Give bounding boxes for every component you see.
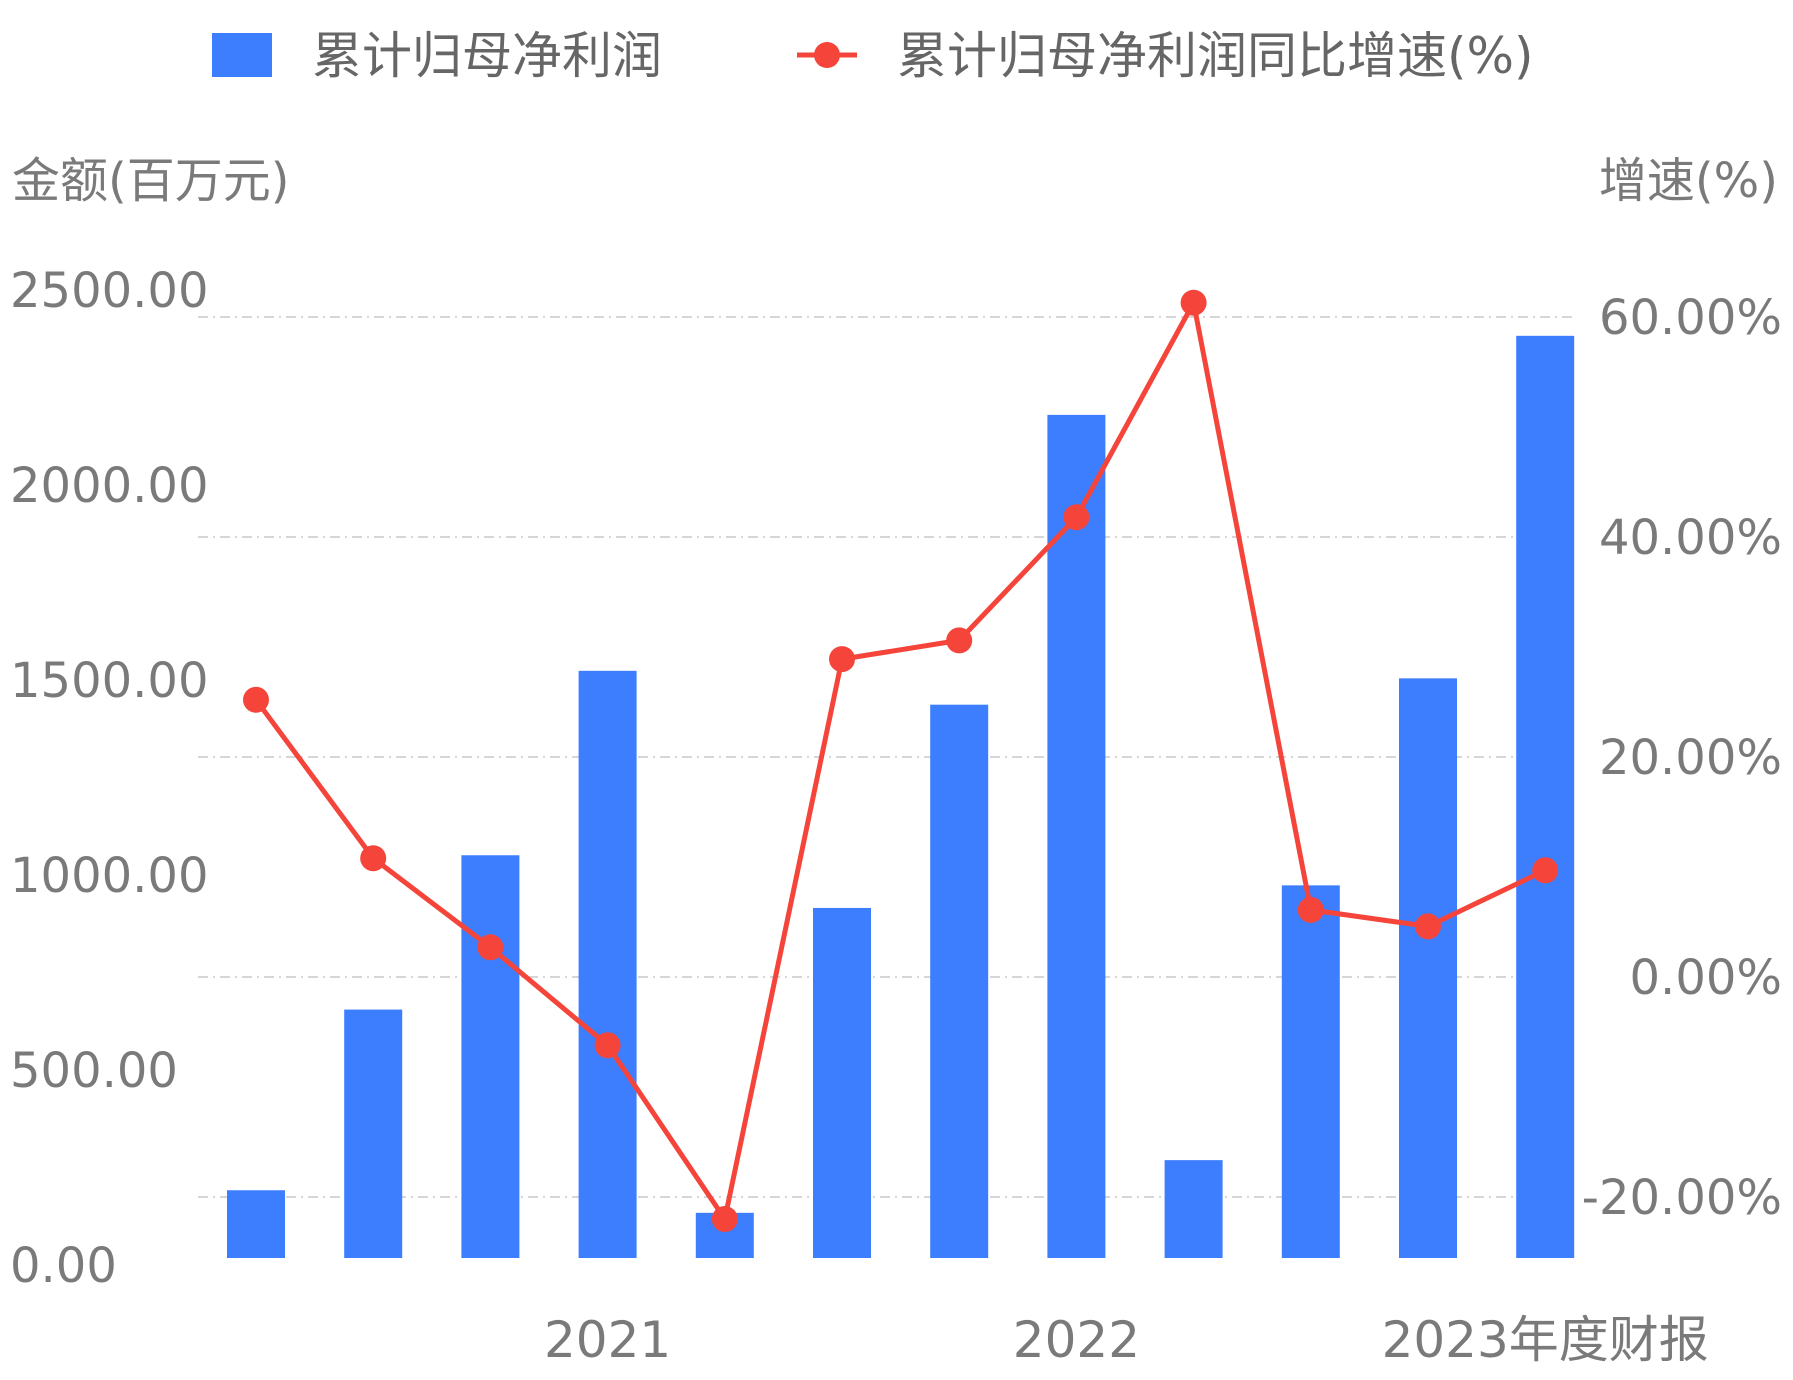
growth-point[interactable] (360, 845, 387, 872)
growth-point[interactable] (946, 627, 973, 654)
growth-point[interactable] (477, 934, 504, 961)
bar[interactable] (578, 670, 637, 1258)
legend-entry-line[interactable]: 累计归母净利润同比增速(%) (797, 27, 1534, 85)
left-tick-label: 500.00 (10, 1043, 178, 1099)
left-axis-ticks: 0.00 500.00 1000.00 1500.00 2000.00 2500.00 (10, 263, 209, 1294)
growth-point[interactable] (1415, 913, 1441, 940)
bar[interactable] (1399, 678, 1457, 1258)
bar[interactable] (1516, 335, 1575, 1258)
grid-layer (198, 316, 1573, 1198)
x-tick-label: 2022 (1013, 1311, 1140, 1369)
growth-point[interactable] (594, 1032, 621, 1059)
growth-point[interactable] (1532, 857, 1559, 884)
x-axis-ticks: 2021 2022 2023年度财报 (544, 1311, 1709, 1369)
left-tick-label: 0.00 (10, 1238, 117, 1294)
left-tick-label: 2500.00 (10, 263, 209, 319)
left-tick-label: 1500.00 (10, 653, 209, 709)
x-tick-label: 2021 (544, 1311, 671, 1369)
right-tick-label: 0.00% (1630, 950, 1782, 1006)
left-axis-title: 金额(百万元) (12, 153, 289, 209)
legend-swatch-bar (212, 33, 272, 77)
bar[interactable] (227, 1190, 285, 1258)
line-series (243, 289, 1559, 1232)
left-tick-label: 1000.00 (10, 848, 209, 904)
legend-label-line: 累计归母净利润同比增速(%) (897, 27, 1534, 85)
growth-point[interactable] (243, 686, 269, 713)
right-tick-label: -20.00% (1582, 1170, 1782, 1226)
bar[interactable] (813, 907, 871, 1258)
growth-line (253, 300, 1547, 1222)
bar[interactable] (1164, 1160, 1223, 1258)
right-tick-label: 40.00% (1599, 510, 1782, 566)
growth-point[interactable] (1063, 504, 1090, 531)
bar[interactable] (1047, 414, 1106, 1258)
right-tick-label: 20.00% (1599, 730, 1782, 786)
bar[interactable] (344, 1009, 403, 1258)
bar[interactable] (461, 855, 520, 1258)
bar[interactable] (1281, 885, 1340, 1258)
right-axis-ticks: -20.00% 0.00% 20.00% 40.00% 60.00% (1582, 290, 1782, 1226)
right-tick-label: 60.00% (1599, 290, 1782, 346)
growth-point[interactable] (829, 646, 855, 673)
growth-point[interactable] (711, 1206, 738, 1232)
bar-series (227, 335, 1575, 1258)
growth-point[interactable] (1180, 289, 1207, 316)
legend-entry-bar[interactable]: 累计归母净利润 (212, 27, 662, 85)
left-tick-label: 2000.00 (10, 458, 209, 514)
legend-label-bar: 累计归母净利润 (312, 27, 662, 85)
x-tick-label: 2023年度财报 (1382, 1311, 1709, 1369)
right-axis-title: 增速(%) (1599, 153, 1778, 209)
legend-swatch-marker (814, 42, 840, 68)
bar[interactable] (930, 704, 989, 1258)
legend: 累计归母净利润 累计归母净利润同比增速(%) (212, 27, 1534, 85)
growth-point[interactable] (1297, 896, 1324, 923)
